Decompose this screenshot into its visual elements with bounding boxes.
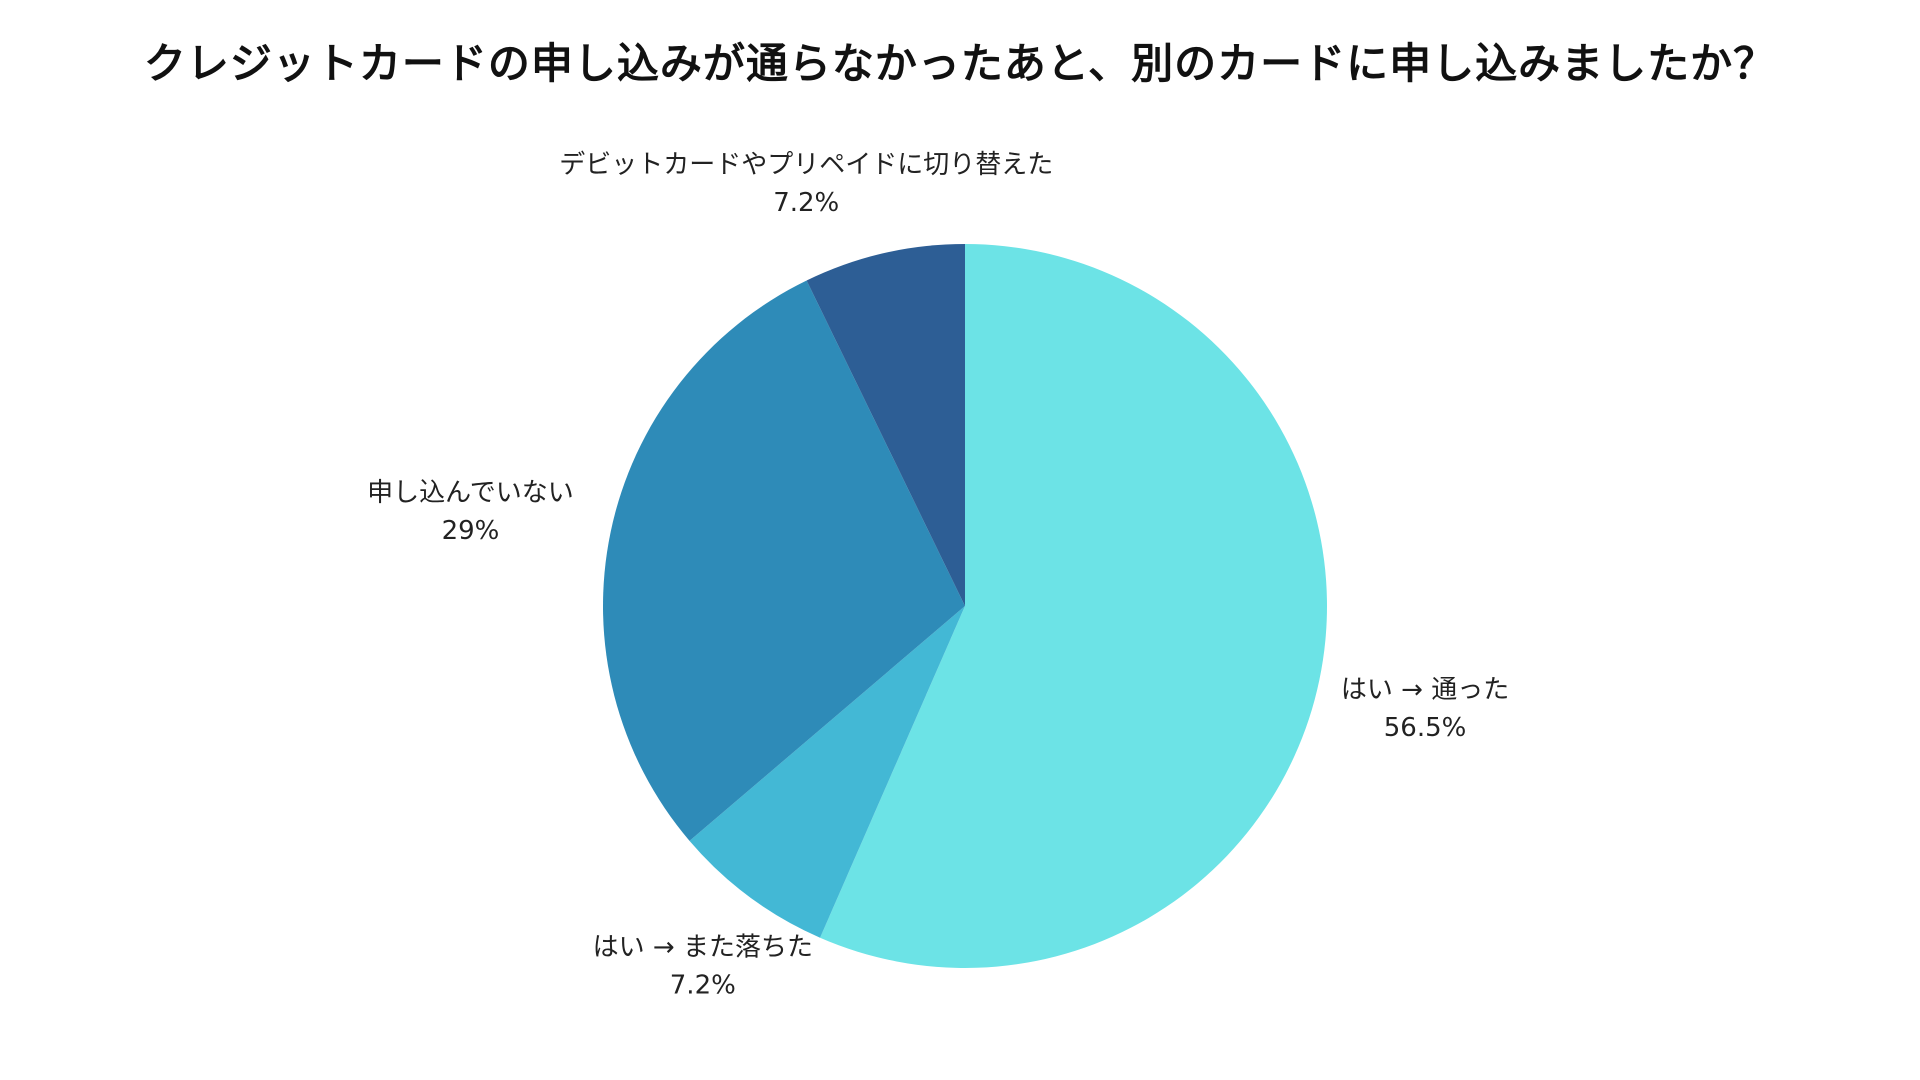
slice-label-1: はい → 通った xyxy=(1341,675,1509,705)
pie-slice-1 xyxy=(820,244,1328,968)
slice-value-label-1: 56.5% xyxy=(1384,713,1467,743)
slice-label-2: はい → また落ちた xyxy=(593,932,813,962)
slice-value-label-3: 29% xyxy=(442,516,500,546)
slice-value-label-4: 7.2% xyxy=(773,188,839,218)
slice-value-label-2: 7.2% xyxy=(670,970,736,1000)
pie-slice-2 xyxy=(689,606,965,938)
slice-label-3: 申し込んでいない xyxy=(367,478,574,508)
slice-label-4: デビットカードやプリペイドに切り替えた xyxy=(559,150,1053,180)
pie-slice-4 xyxy=(806,244,965,606)
pie-slice-3 xyxy=(602,280,965,841)
chart-title: クレジットカードの申し込みが通らなかったあと、別のカードに申し込みましたか？ xyxy=(143,39,1777,88)
